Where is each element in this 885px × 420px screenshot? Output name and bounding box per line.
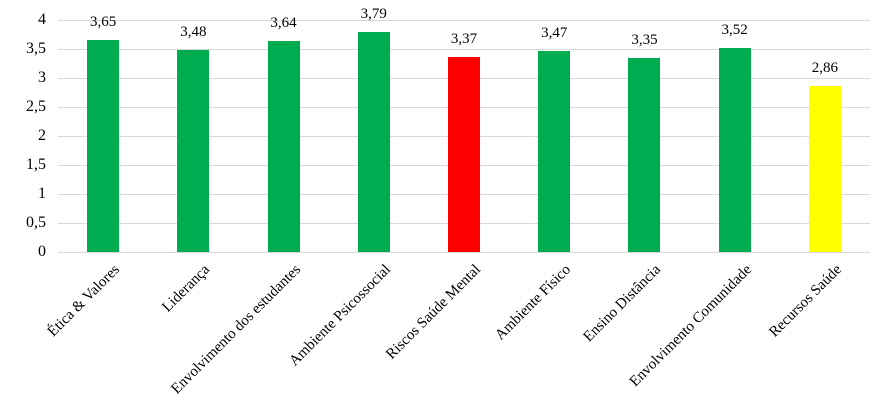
x-axis-category-label: Ambiente Físico: [492, 261, 575, 344]
bar-value-label: 3,37: [450, 30, 478, 47]
y-axis-tick-label: 0,5: [26, 214, 46, 231]
bar-value-label: 3,35: [631, 31, 658, 48]
bar: [448, 56, 480, 252]
gridline: [58, 252, 870, 253]
bar: [87, 40, 120, 252]
bar-value-label: 3,52: [721, 21, 748, 38]
bar-value-label: 3,79: [360, 6, 387, 23]
bar: [267, 40, 300, 252]
bar: [538, 50, 571, 252]
bar-value-label: 3,64: [270, 14, 297, 31]
bar-value-label: 3,48: [180, 24, 207, 41]
gridline: [58, 49, 870, 50]
bar-value-label: 3,47: [541, 24, 568, 41]
y-axis: 0 0,5 1 1,5 2 2,5 3 3,5 4: [0, 0, 46, 420]
gridline: [58, 20, 870, 21]
x-axis-category-label: Riscos Saúde Mental: [383, 261, 485, 363]
y-axis-tick-label: 0: [38, 243, 46, 260]
y-axis-tick-label: 2,5: [26, 98, 46, 115]
bar: [628, 57, 661, 252]
y-axis-tick-label: 3,5: [26, 40, 46, 57]
x-axis-category-label: Ensino Distância: [580, 261, 665, 346]
x-axis-category-label: Recursos Saúde: [766, 261, 845, 341]
x-axis-category-label: Envolvimento dos estudantes: [167, 261, 304, 398]
y-axis-tick-label: 2: [38, 127, 46, 144]
plot-area: 3,65 3,48 3,64 3,79 3,37 3,47 3,35 3,52 2,86: [58, 6, 870, 253]
bar: [718, 47, 751, 252]
bar: [808, 86, 841, 252]
bar-value-label: 2,86: [811, 60, 838, 77]
y-axis-tick-label: 4: [38, 11, 46, 28]
x-axis-category-label: Ambiente Psicossocial: [286, 261, 394, 370]
bar-value-label: 3,65: [89, 14, 117, 31]
y-axis-tick-label: 3: [38, 69, 46, 86]
y-axis-tick-label: 1: [38, 185, 46, 202]
x-axis-category-label: Liderança: [159, 261, 214, 316]
x-axis-category-label: Envolvimento Comunidade: [626, 261, 755, 390]
bar: [357, 32, 390, 252]
bar: [177, 50, 210, 252]
y-axis-tick-label: 1,5: [26, 156, 46, 173]
